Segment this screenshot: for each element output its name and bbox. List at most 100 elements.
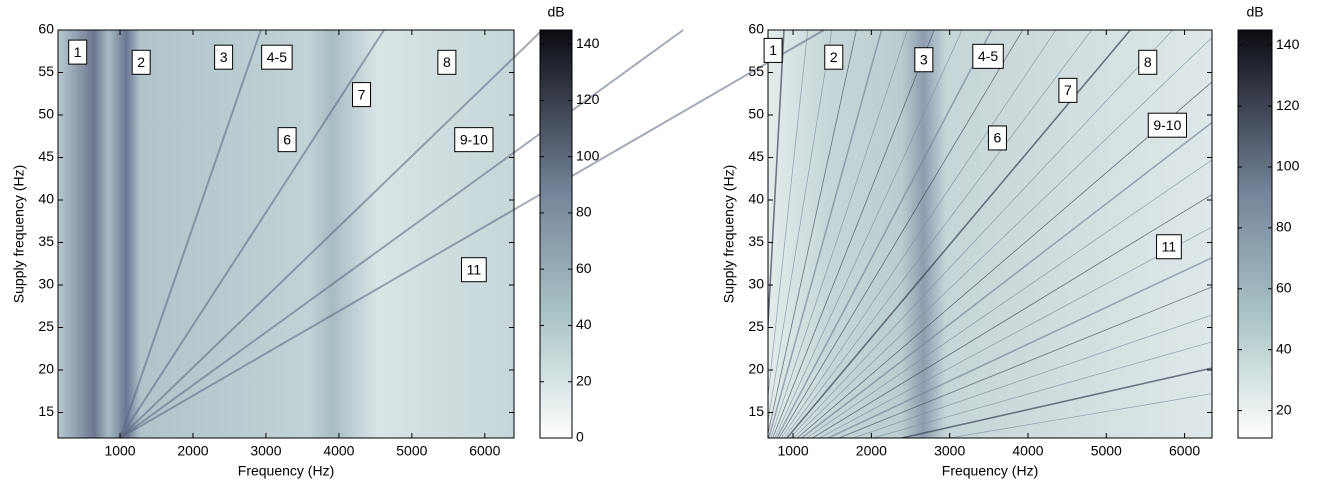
colorbar-tick-label: 100: [1276, 158, 1300, 174]
ridge-texture: [800, 121, 1212, 438]
annotation: 9-10: [460, 131, 488, 147]
annotation: 6: [994, 130, 1002, 146]
x-tick-label: 5000: [1091, 443, 1122, 459]
annotation: 3: [220, 49, 228, 65]
x-axis-label: Frequency (Hz): [942, 463, 1038, 479]
ridge-texture: [946, 393, 1212, 438]
ridge-texture: [768, 30, 785, 338]
ridge-texture: [783, 30, 1093, 438]
annotation-box: [987, 125, 1007, 151]
annotation: 7: [1064, 82, 1072, 98]
colorbar-tick-label: 120: [1276, 97, 1300, 113]
colorbar-tick-label: 20: [1276, 401, 1292, 417]
colorbar-tick-label: 80: [1276, 219, 1292, 235]
y-axis-label: Supply frequency (Hz): [721, 165, 737, 304]
annotation-box: [261, 44, 293, 70]
colorbar-tick-label: 20: [576, 372, 592, 388]
ridge-texture: [119, 29, 262, 439]
annotation-box: [914, 47, 934, 73]
ridge-texture: [837, 286, 1212, 438]
annotation: 8: [443, 54, 451, 70]
spectrogram: [58, 30, 514, 438]
annotation-box: [972, 43, 1004, 69]
annotation: 1: [769, 42, 777, 58]
y-tick-label: 30: [38, 276, 54, 292]
x-tick-label: 1000: [777, 443, 808, 459]
ridge-texture: [772, 30, 935, 438]
annotation: 3: [920, 51, 928, 67]
colorbar-tick-label: 40: [1276, 340, 1292, 356]
annotation: 6: [283, 131, 291, 147]
ridge-texture: [774, 30, 963, 438]
annotation: 8: [1144, 54, 1152, 70]
colorbar-tick-label: 60: [576, 260, 592, 276]
ridge-texture: [871, 341, 1212, 438]
plot-frame: [57, 29, 515, 439]
colorbar-label: dB: [547, 4, 564, 20]
annotation-box: [437, 49, 457, 75]
colorbar-tick-label: 0: [576, 429, 584, 445]
x-tick-label: 2000: [856, 443, 887, 459]
annotation-box: [1147, 112, 1187, 138]
ridge-texture: [826, 256, 1212, 438]
x-tick-label: 6000: [1169, 443, 1200, 459]
annotation: 9-10: [1153, 117, 1181, 133]
annotation-box: [1138, 49, 1158, 75]
annotation-box: [763, 37, 783, 63]
x-tick-label: 1000: [104, 443, 135, 459]
ridge-texture: [852, 314, 1212, 438]
y-tick-label: 45: [38, 148, 54, 164]
spectrogram-texture: [119, 29, 1212, 439]
ridge-texture: [768, 30, 809, 401]
ridge-texture: [818, 226, 1212, 438]
ridge-texture: [796, 81, 1212, 438]
y-tick-label: 30: [748, 276, 764, 292]
ridge-texture: [778, 30, 1024, 438]
ridge-texture: [768, 30, 857, 436]
colorbar-tick-label: 120: [576, 91, 600, 107]
y-tick-label: 20: [748, 361, 764, 377]
colorbar-tick-label: 80: [576, 204, 592, 220]
x-tick-label: 3000: [934, 443, 965, 459]
ridge-texture: [789, 30, 1174, 438]
y-tick-label: 55: [38, 63, 54, 79]
x-tick-label: 2000: [177, 443, 208, 459]
y-tick-label: 25: [38, 318, 54, 334]
ridge-texture: [811, 194, 1212, 438]
x-tick-label: 4000: [323, 443, 354, 459]
y-tick-label: 50: [748, 106, 764, 122]
y-tick-label: 40: [38, 191, 54, 207]
annotation-box: [131, 49, 151, 75]
ridge-texture: [768, 30, 833, 424]
annotation-box: [460, 257, 487, 283]
annotation: 11: [1162, 238, 1177, 254]
colorbar-label: dB: [1246, 4, 1263, 20]
ridge-texture: [898, 367, 1212, 438]
annotation-box: [454, 127, 494, 153]
ridge-texture: [119, 29, 825, 439]
ridge-texture: [119, 29, 385, 439]
y-tick-label: 60: [748, 21, 764, 37]
ridge-texture: [119, 29, 544, 439]
annotation-box: [352, 82, 372, 108]
colorbar-tick-label: 40: [576, 316, 592, 332]
y-tick-label: 40: [748, 191, 764, 207]
y-tick-label: 20: [38, 361, 54, 377]
annotation-box: [1058, 77, 1078, 103]
colorbar-tick-label: 140: [576, 35, 600, 51]
ridge-texture: [768, 30, 883, 438]
colorbar-tick-label: 100: [576, 147, 600, 163]
y-tick-label: 25: [748, 318, 764, 334]
annotation-box: [824, 44, 844, 70]
y-axis-label: Supply frequency (Hz): [11, 165, 27, 304]
y-tick-label: 45: [748, 148, 764, 164]
ridge-texture: [770, 30, 908, 438]
x-tick-label: 6000: [469, 443, 500, 459]
colorbar-tick-label: 60: [1276, 280, 1292, 296]
annotation: 1: [74, 44, 82, 60]
annotation-box: [277, 127, 297, 153]
y-tick-label: 35: [38, 233, 54, 249]
annotation-box: [1156, 234, 1182, 260]
annotation-box: [214, 44, 234, 70]
